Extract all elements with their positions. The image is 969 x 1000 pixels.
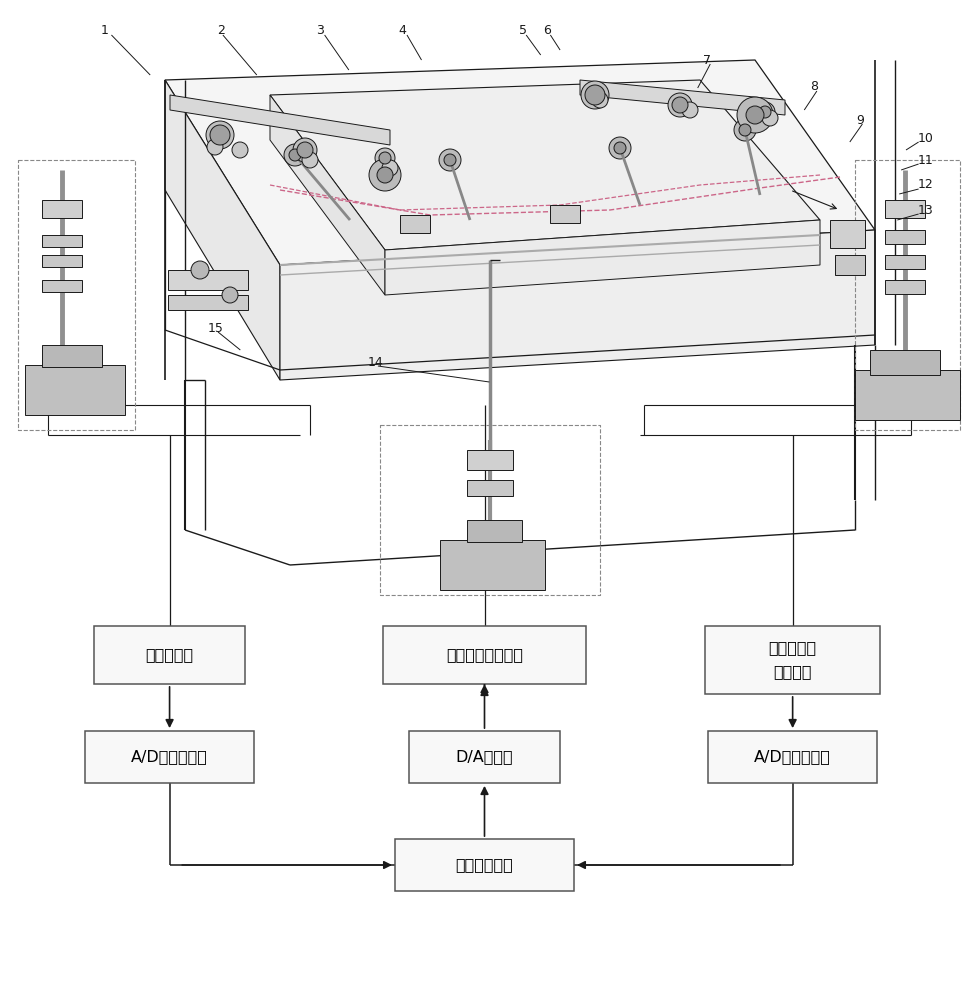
Ellipse shape bbox=[755, 102, 775, 122]
Bar bbox=[835, 255, 865, 275]
Bar bbox=[885, 200, 925, 218]
Text: 电荷放大器: 电荷放大器 bbox=[145, 648, 194, 662]
Text: 5: 5 bbox=[519, 23, 527, 36]
Polygon shape bbox=[855, 370, 960, 420]
Polygon shape bbox=[270, 95, 385, 295]
Text: 13: 13 bbox=[918, 204, 933, 217]
Ellipse shape bbox=[746, 106, 764, 124]
Ellipse shape bbox=[284, 144, 306, 166]
Ellipse shape bbox=[210, 125, 230, 145]
Bar bbox=[409, 731, 559, 783]
Bar bbox=[707, 731, 877, 783]
Text: 12: 12 bbox=[918, 178, 933, 192]
Ellipse shape bbox=[302, 152, 318, 168]
Text: 7: 7 bbox=[703, 53, 711, 66]
Bar bbox=[394, 839, 574, 891]
Bar bbox=[885, 230, 925, 244]
Bar bbox=[467, 520, 522, 542]
Ellipse shape bbox=[375, 148, 395, 168]
Ellipse shape bbox=[191, 261, 209, 279]
Bar bbox=[168, 270, 248, 290]
Bar bbox=[550, 205, 580, 223]
Text: 感控制器: 感控制器 bbox=[773, 664, 812, 680]
Bar bbox=[94, 626, 244, 684]
Text: 2: 2 bbox=[217, 23, 225, 36]
Bar bbox=[42, 345, 102, 367]
Ellipse shape bbox=[382, 160, 398, 176]
Bar bbox=[885, 255, 925, 269]
Ellipse shape bbox=[609, 137, 631, 159]
Bar bbox=[168, 295, 248, 310]
Text: 15: 15 bbox=[207, 322, 223, 334]
Text: A/D数据采集卡: A/D数据采集卡 bbox=[754, 750, 831, 764]
Bar bbox=[467, 480, 513, 496]
Ellipse shape bbox=[682, 102, 698, 118]
Ellipse shape bbox=[581, 81, 609, 109]
Text: D/A转换卡: D/A转换卡 bbox=[455, 750, 514, 764]
Text: 压电驱动放大电源: 压电驱动放大电源 bbox=[446, 648, 523, 662]
Text: 1: 1 bbox=[101, 23, 109, 36]
Bar bbox=[42, 235, 82, 247]
Text: 9: 9 bbox=[857, 113, 864, 126]
Polygon shape bbox=[440, 540, 545, 590]
Bar bbox=[705, 626, 880, 694]
Bar bbox=[42, 255, 82, 267]
Text: 14: 14 bbox=[368, 356, 384, 368]
Ellipse shape bbox=[614, 142, 626, 154]
Bar bbox=[42, 200, 82, 218]
Text: 8: 8 bbox=[810, 81, 818, 94]
Text: 数据处理单元: 数据处理单元 bbox=[455, 857, 514, 872]
Ellipse shape bbox=[592, 92, 608, 108]
Ellipse shape bbox=[232, 142, 248, 158]
Bar bbox=[830, 220, 865, 248]
Ellipse shape bbox=[672, 97, 688, 113]
Polygon shape bbox=[280, 230, 875, 380]
Ellipse shape bbox=[293, 138, 317, 162]
Ellipse shape bbox=[222, 287, 238, 303]
Ellipse shape bbox=[585, 85, 605, 105]
Ellipse shape bbox=[439, 149, 461, 171]
Ellipse shape bbox=[444, 154, 456, 166]
Bar bbox=[467, 450, 513, 470]
Ellipse shape bbox=[762, 110, 778, 126]
Text: 11: 11 bbox=[918, 153, 933, 166]
Ellipse shape bbox=[668, 93, 692, 117]
Polygon shape bbox=[25, 365, 125, 415]
Text: 6: 6 bbox=[544, 23, 551, 36]
Polygon shape bbox=[170, 95, 390, 145]
Bar bbox=[84, 731, 254, 783]
Polygon shape bbox=[580, 80, 785, 115]
Bar bbox=[400, 215, 430, 233]
Bar bbox=[885, 280, 925, 294]
Text: 10: 10 bbox=[918, 131, 933, 144]
Polygon shape bbox=[270, 80, 820, 250]
Text: 3: 3 bbox=[316, 23, 324, 36]
Ellipse shape bbox=[297, 142, 313, 158]
Text: 激光位移传: 激光位移传 bbox=[768, 640, 817, 656]
Text: 4: 4 bbox=[398, 23, 406, 36]
Bar bbox=[383, 626, 586, 684]
Ellipse shape bbox=[759, 106, 771, 118]
Ellipse shape bbox=[737, 97, 773, 133]
Ellipse shape bbox=[289, 149, 301, 161]
Polygon shape bbox=[165, 60, 875, 265]
Ellipse shape bbox=[739, 124, 751, 136]
Ellipse shape bbox=[377, 167, 393, 183]
Bar bbox=[42, 280, 82, 292]
Polygon shape bbox=[385, 220, 820, 295]
Ellipse shape bbox=[369, 159, 401, 191]
Ellipse shape bbox=[207, 139, 223, 155]
Ellipse shape bbox=[734, 119, 756, 141]
Text: A/D数据采集卡: A/D数据采集卡 bbox=[131, 750, 208, 764]
Ellipse shape bbox=[379, 152, 391, 164]
Ellipse shape bbox=[206, 121, 234, 149]
Polygon shape bbox=[165, 80, 280, 380]
Bar bbox=[870, 350, 940, 375]
